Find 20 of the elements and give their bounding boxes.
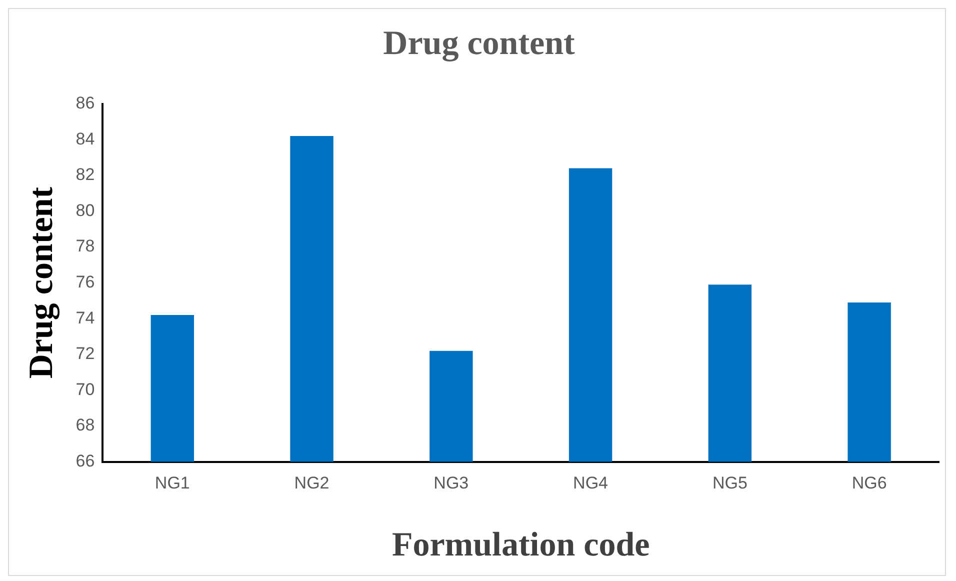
y-tick-label: 68 [76,416,95,435]
y-axis-title: Drug content [23,186,60,379]
y-tick-label: 80 [76,200,95,220]
chart-title: Drug content [383,25,576,62]
x-tick-label: NG4 [573,474,608,493]
x-tick-label: NG3 [434,474,469,493]
y-tick-label: 84 [76,129,95,148]
x-axis-title: Formulation code [392,526,650,564]
y-tick-label: 66 [76,451,95,470]
y-tick-label: 74 [76,308,95,328]
x-tick-label: NG5 [712,474,748,493]
y-tick-label: 72 [76,344,95,364]
y-tick-label: 70 [76,380,95,399]
y-tick-label: 76 [76,272,95,292]
y-tick-label: 78 [76,236,95,256]
y-tick-label: 86 [76,93,95,112]
x-tick-label: NG6 [852,474,887,493]
x-tick-label: NG1 [154,474,190,493]
y-tick-label: 82 [76,165,95,184]
x-tick-label: NG2 [294,474,330,493]
